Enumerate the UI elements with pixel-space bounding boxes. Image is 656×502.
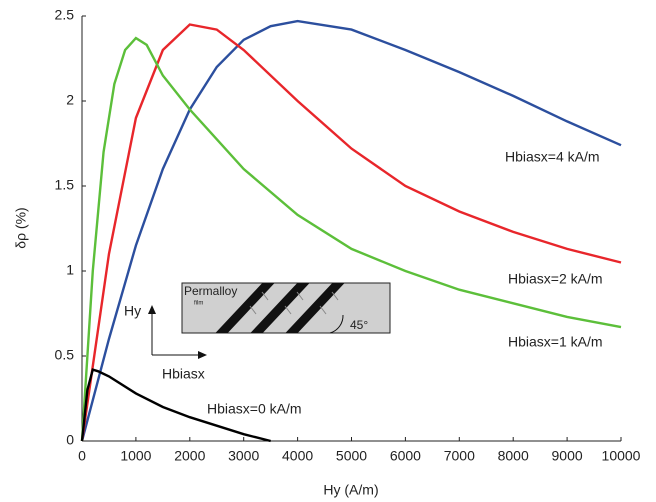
x-tick-label: 10000 [602, 448, 641, 464]
y-tick-label: 1.5 [55, 177, 75, 193]
y-tick-label: 2 [66, 92, 74, 108]
inset-label: Permalloy [184, 284, 237, 298]
x-tick-label: 0 [78, 448, 86, 464]
line-series [80, 23, 622, 442]
hatch [249, 291, 339, 315]
inset-label: film [194, 301, 203, 307]
x-tick-label: 3000 [228, 448, 259, 464]
line-series [80, 36, 622, 442]
series-label: Hbiasx=4 kA/m [505, 149, 600, 165]
x-axis-label: Hy (A/m) [323, 482, 378, 498]
arrow-label: Hbiasx [162, 366, 205, 382]
x-tick-label: 4000 [282, 448, 313, 464]
y-axis-label: δρ (%) [13, 207, 29, 248]
x-tick-label: 9000 [552, 448, 583, 464]
y-tick-label: 0 [66, 432, 74, 448]
inset-label: 45° [350, 318, 368, 332]
inset: Permalloy film 45° Hy Hbiasx [124, 282, 391, 382]
x-tick-label: 2000 [174, 448, 205, 464]
y-tick-label: 2.5 [55, 7, 75, 23]
x-tick-label: 6000 [390, 448, 421, 464]
stripes [215, 283, 345, 333]
x-tick-label: 1000 [120, 448, 151, 464]
series-label: Hbiasx=0 kA/m [207, 401, 302, 417]
y-tick-label: 1 [66, 262, 74, 278]
series-label: Hbiasx=1 kA/m [508, 334, 603, 350]
line-series [80, 368, 271, 443]
y-tick-label: 0.5 [55, 347, 75, 363]
arrow-label: Hy [124, 303, 141, 319]
line-series [80, 19, 622, 442]
x-tick-label: 7000 [444, 448, 475, 464]
angle-arc [329, 314, 344, 334]
x-tick-label: 8000 [498, 448, 529, 464]
arrow-head [198, 351, 207, 359]
arrow-head [148, 305, 156, 314]
x-tick-label: 5000 [336, 448, 367, 464]
series-label: Hbiasx=2 kA/m [508, 271, 603, 287]
